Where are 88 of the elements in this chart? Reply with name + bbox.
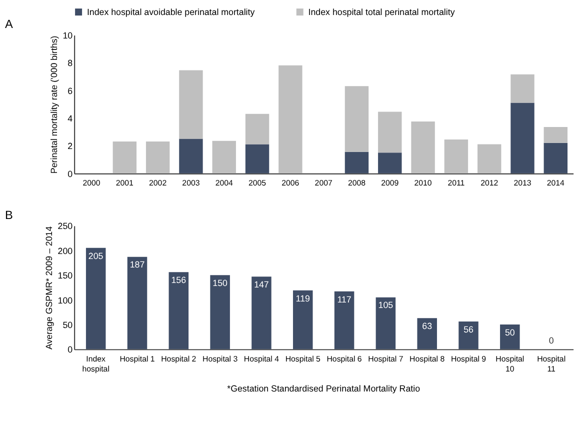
bar [411, 121, 435, 174]
x-tick-label: 2011 [448, 178, 465, 188]
x-tick-label: 2003 [182, 178, 200, 188]
x-tick-label: Hospital 7 [368, 354, 404, 364]
x-tick-label: 2005 [248, 178, 267, 188]
data-label: 56 [464, 324, 474, 334]
bar [210, 275, 230, 350]
x-tick-label: Hospital 11 [537, 354, 566, 374]
y-tick-label: 0 [68, 344, 73, 355]
x-tick-label: Hospital 1 [120, 354, 155, 364]
y-tick-label: 250 [58, 221, 73, 232]
bar [245, 114, 270, 144]
bar [212, 140, 236, 174]
bar [127, 256, 148, 350]
legend-label: Index hospital avoidable perinatal mortality [86, 6, 256, 17]
bar [376, 297, 396, 350]
bar [417, 318, 437, 350]
bar [378, 152, 402, 174]
x-tick-label: Hospital 5 [285, 354, 322, 364]
bar [292, 290, 313, 350]
data-label: 0 [548, 335, 554, 346]
bar [252, 276, 272, 350]
bar [510, 74, 534, 103]
x-tick-label: 2006 [282, 178, 300, 188]
text: B [4, 208, 13, 222]
x-tick-label: 2001 [116, 178, 134, 188]
x-tick-label: 2009 [381, 178, 400, 188]
y-tick-label: 100 [58, 295, 73, 306]
bar [500, 324, 520, 350]
x-tick-label: Hospital 6 [326, 354, 362, 364]
y-tick-label: 10 [62, 30, 73, 40]
y-tick-label: 200 [58, 246, 73, 256]
data-label: 147 [254, 279, 269, 290]
legend-label: Index hospital total perinatal mortality [308, 6, 456, 17]
bar [179, 70, 203, 139]
x-tick-label: 2007 [314, 178, 332, 188]
x-tick-label: 2014 [546, 178, 566, 188]
y-tick-label: 50 [62, 320, 73, 330]
text: A [4, 17, 13, 32]
x-tick-label: 2004 [215, 178, 234, 188]
bar [458, 322, 478, 350]
bar [544, 142, 568, 174]
x-tick-label: Hospital 10 [496, 354, 524, 374]
y-tick-label: 6 [68, 86, 73, 96]
x-tick-label: Hospital 2 [161, 354, 196, 364]
data-label: 156 [171, 275, 186, 285]
x-tick-label: Hospital 8 [410, 354, 446, 364]
x-tick-label: 2013 [514, 178, 532, 188]
x-tick-label: 2008 [348, 178, 366, 188]
bar [544, 126, 568, 143]
bar [444, 139, 468, 174]
y-axis-title: Average GSPMR* 2009 – 2014 [44, 226, 54, 350]
bar [378, 112, 402, 153]
x-tick-label: 2010 [414, 178, 432, 188]
data-label: 205 [88, 250, 104, 261]
bar [278, 65, 302, 174]
data-label: 105 [378, 300, 394, 310]
y-tick-label: 8 [68, 58, 73, 68]
x-tick-label: Hospital 4 [244, 354, 280, 364]
x-tick-label: 2002 [149, 178, 167, 188]
y-tick-label: 2 [68, 141, 73, 152]
data-label: 117 [337, 294, 352, 304]
bar [146, 142, 170, 174]
bar [334, 291, 354, 350]
data-label: 63 [422, 320, 432, 331]
x-tick-label: 2012 [480, 178, 498, 188]
y-tick-label: 4 [68, 113, 73, 124]
bar [245, 144, 270, 174]
bar [344, 152, 369, 174]
x-tick-label: Index hospital [82, 354, 110, 374]
data-label: 187 [130, 260, 145, 270]
data-label: 119 [296, 293, 310, 304]
data-label: 150 [212, 278, 228, 288]
bar [112, 142, 137, 174]
x-tick-label: 2000 [82, 178, 101, 188]
bar [510, 102, 534, 174]
data-label: 50 [504, 327, 515, 338]
bar [168, 272, 189, 350]
text: *Gestation Standardised Perinatal Mortality Ratio [227, 384, 420, 394]
bar [86, 248, 106, 350]
bar [477, 144, 502, 174]
x-tick-label: Hospital 3 [202, 354, 238, 364]
x-tick-label: Hospital 9 [450, 354, 487, 364]
bar [344, 86, 369, 152]
bar [179, 138, 203, 174]
y-axis-title: Perinatal mortality rate ('000 births) [48, 36, 59, 174]
y-tick-label: 0 [68, 168, 73, 179]
y-tick-label: 150 [58, 270, 73, 281]
